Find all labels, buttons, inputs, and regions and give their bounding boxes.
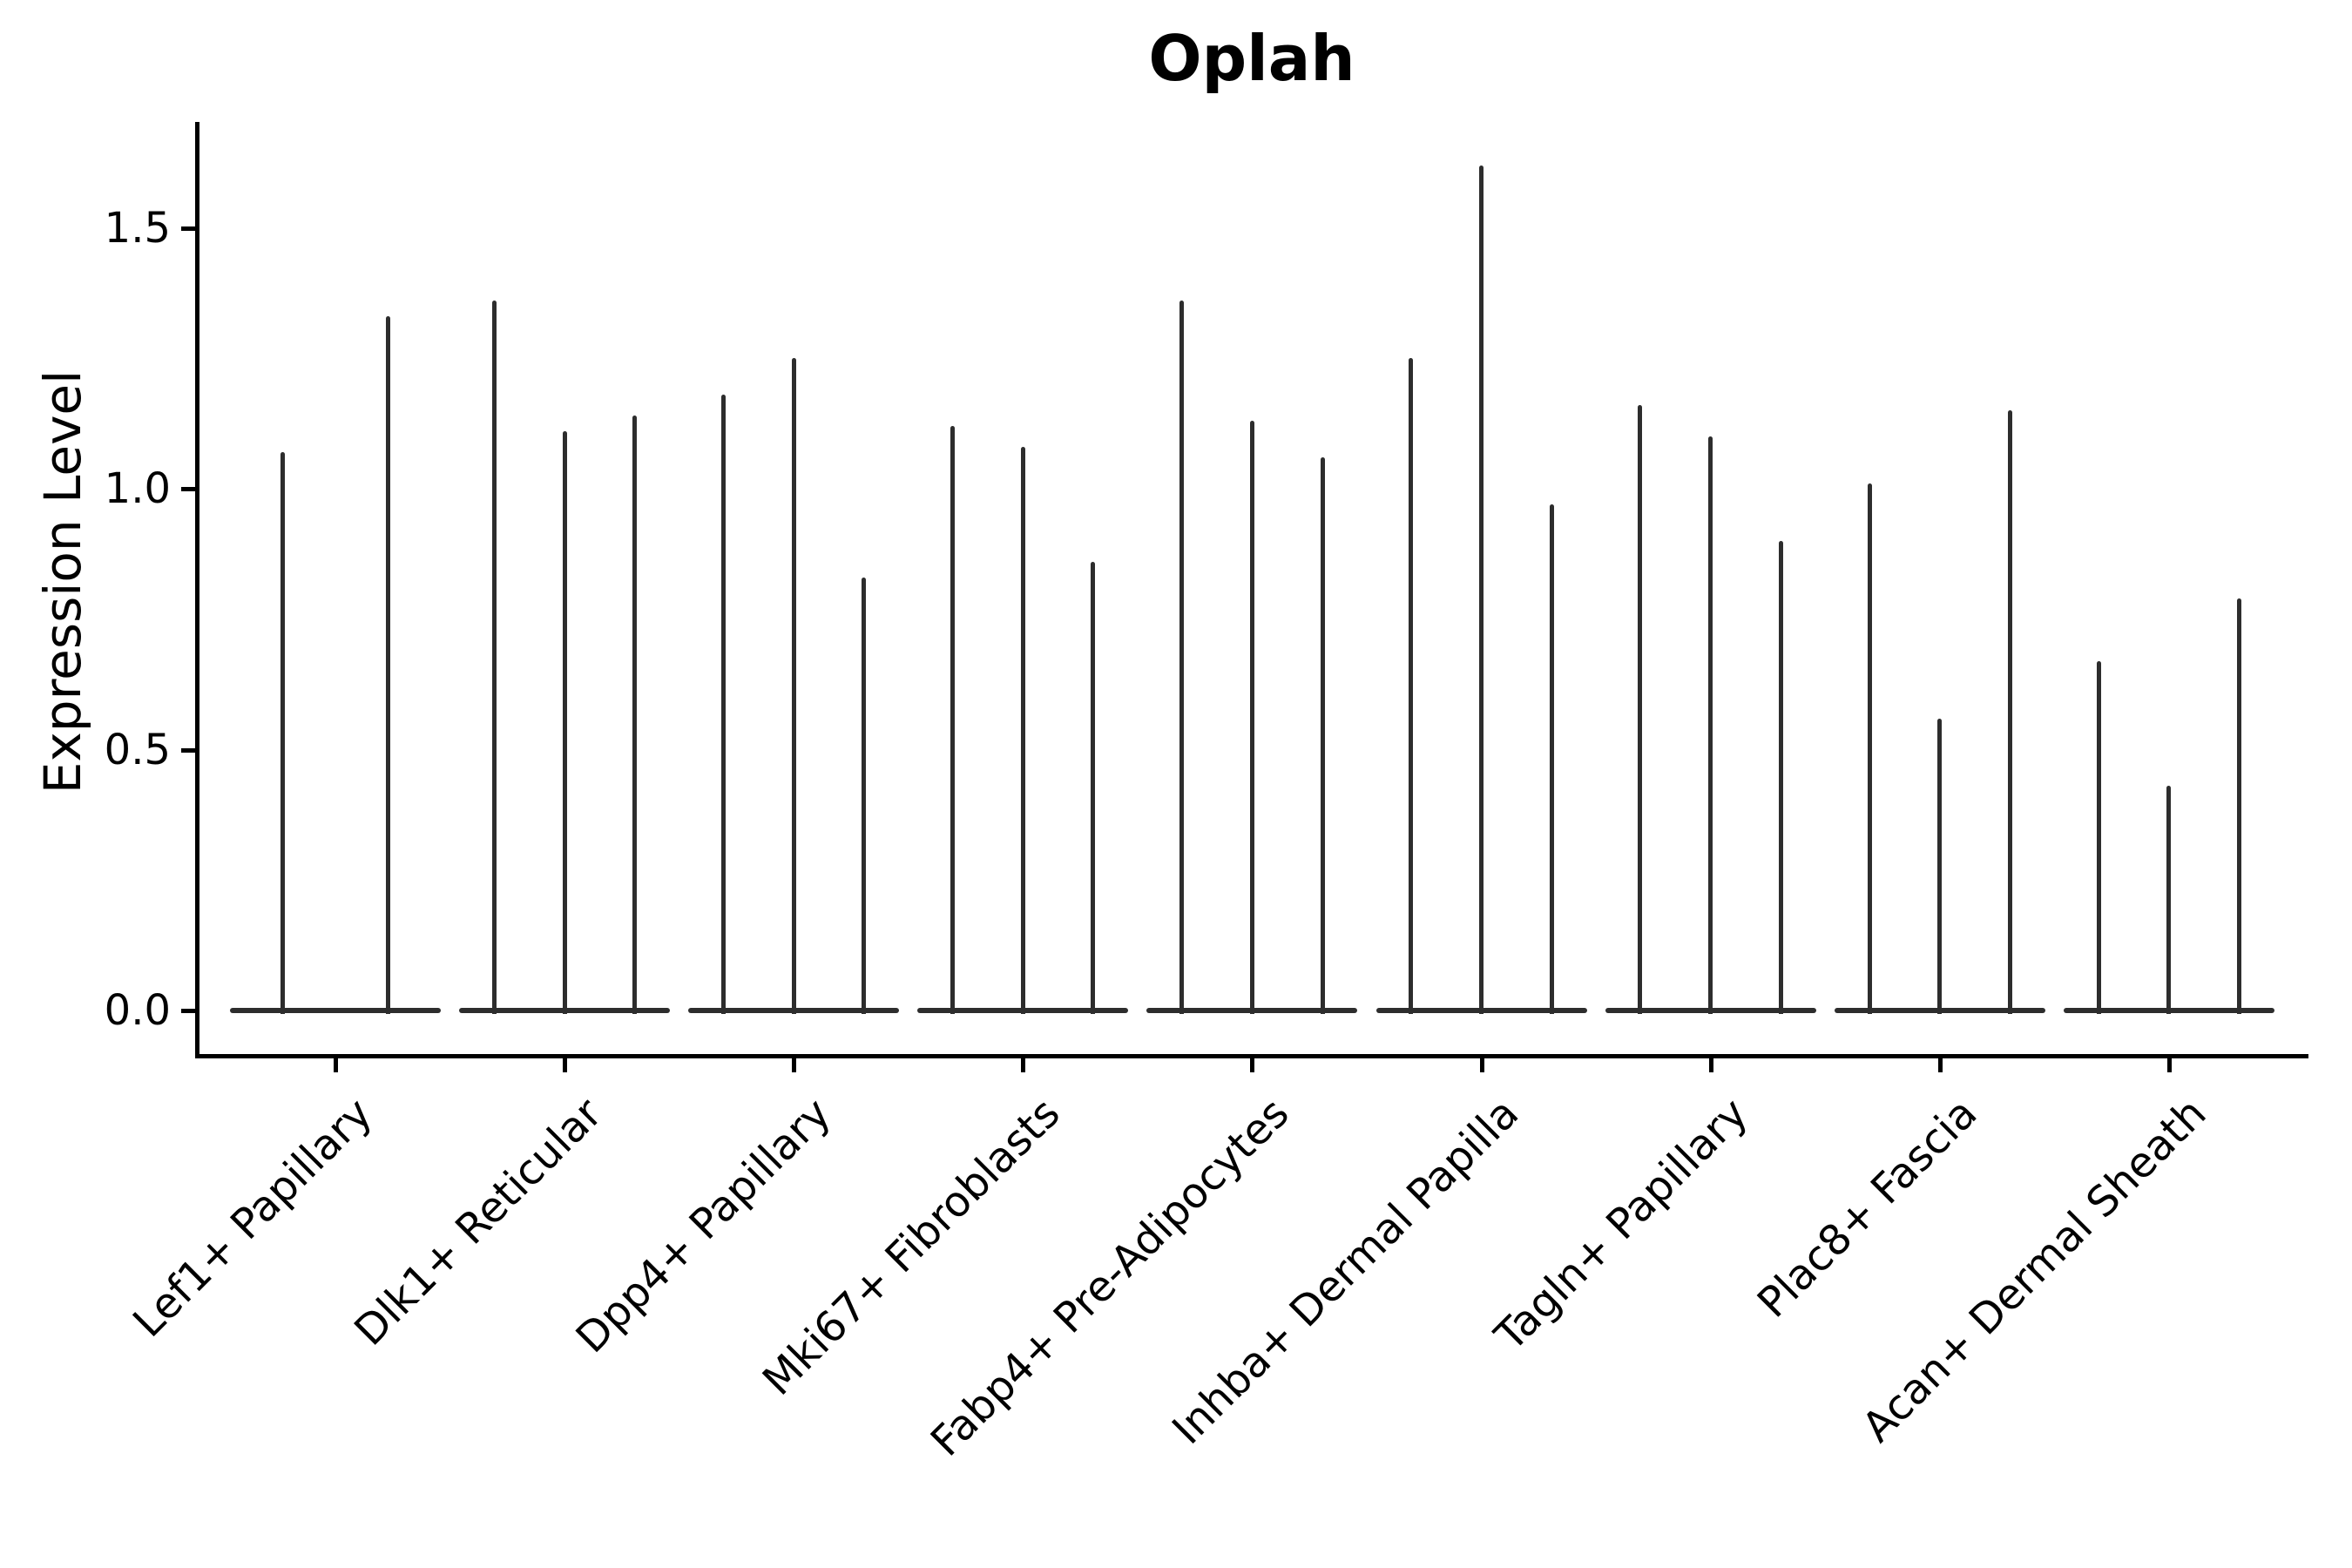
y-tick-label: 0.0 — [104, 986, 171, 1035]
violin-spike — [491, 301, 497, 1014]
violin-spike — [632, 416, 638, 1014]
y-tick-mark — [181, 226, 195, 231]
x-tick-mark — [1708, 1058, 1713, 1072]
x-tick-label: Dlk1+ Reticular — [345, 1089, 612, 1355]
x-tick-label: Tagln+ Papillary — [1485, 1089, 1758, 1361]
violin-spike — [950, 426, 956, 1014]
y-tick-mark — [181, 747, 195, 753]
y-tick-label: 1.0 — [104, 464, 171, 513]
violin-spike — [1409, 358, 1414, 1014]
violin-spike — [1179, 301, 1185, 1014]
violin-spike — [2007, 410, 2012, 1014]
violin-spike — [1549, 504, 1554, 1014]
x-tick-mark — [1021, 1058, 1026, 1072]
violin-spike — [386, 316, 390, 1014]
violin-spike — [562, 431, 567, 1014]
violin-spike — [1867, 483, 1872, 1014]
y-tick-label: 1.5 — [104, 203, 171, 253]
x-tick-mark — [2166, 1058, 2172, 1072]
x-tick-mark — [792, 1058, 797, 1072]
violin-baseline — [230, 1008, 441, 1013]
x-tick-label: Lef1+ Papillary — [124, 1089, 382, 1347]
violin-spike — [1020, 447, 1025, 1014]
violin-spike — [1937, 718, 1943, 1014]
y-tick-mark — [181, 1009, 195, 1013]
y-tick-mark — [181, 487, 195, 491]
violin-spike — [1249, 421, 1254, 1014]
violin-spike — [2166, 786, 2172, 1014]
violin-spike — [1708, 436, 1713, 1014]
violin-spike — [1479, 165, 1484, 1014]
x-tick-mark — [1250, 1058, 1255, 1072]
x-axis-spine — [195, 1054, 2308, 1058]
violin-spike — [2096, 660, 2101, 1014]
violin-spike — [2236, 598, 2241, 1014]
violin-spike — [1778, 540, 1783, 1014]
x-tick-label: Dpp4+ Papillary — [566, 1089, 841, 1363]
violin-spike — [280, 452, 285, 1014]
violin-spike — [721, 395, 727, 1014]
chart-title: Oplah — [1148, 22, 1355, 95]
x-tick-mark — [1937, 1058, 1943, 1072]
violin-spike — [1320, 457, 1325, 1014]
violin-spike — [1091, 561, 1096, 1014]
x-tick-mark — [1479, 1058, 1484, 1072]
x-tick-mark — [563, 1058, 568, 1072]
y-axis-spine — [195, 122, 199, 1058]
x-tick-label: Plac8+ Fascia — [1747, 1089, 1987, 1328]
violin-spike — [791, 358, 796, 1014]
violin-spike — [1638, 405, 1643, 1014]
x-tick-mark — [334, 1058, 338, 1072]
violin-spike — [862, 577, 867, 1014]
y-tick-label: 0.5 — [104, 725, 171, 774]
